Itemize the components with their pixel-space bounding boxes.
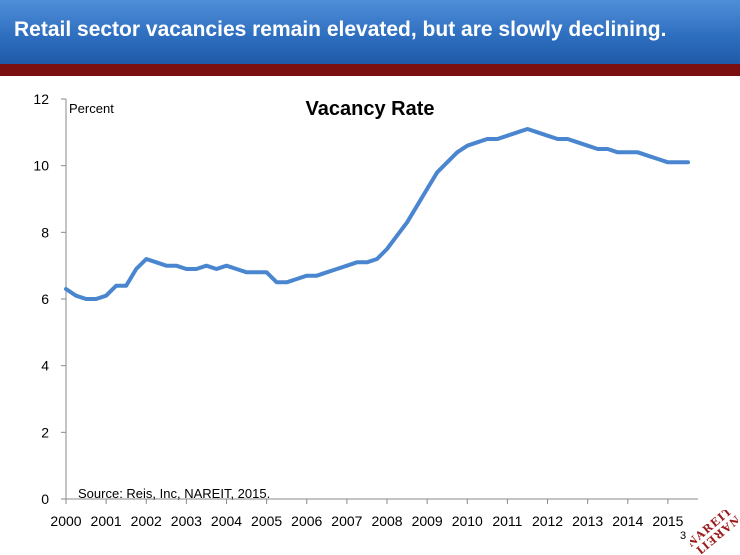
x-tick-label: 2009 xyxy=(412,513,443,529)
x-tick-label: 2008 xyxy=(371,513,402,529)
y-tick-label: 6 xyxy=(41,291,49,307)
x-tick-label: 2015 xyxy=(652,513,683,529)
x-tick-label: 2012 xyxy=(532,513,563,529)
x-tick-label: 2013 xyxy=(572,513,603,529)
x-tick-label: 2005 xyxy=(251,513,282,529)
header-band xyxy=(0,64,740,76)
chart-title: Vacancy Rate xyxy=(305,98,435,120)
x-tick-label: 2004 xyxy=(211,513,242,529)
x-tick-label: 2011 xyxy=(492,513,522,529)
y-tick-label: 12 xyxy=(33,91,49,107)
x-tick-label: 2000 xyxy=(50,513,81,529)
x-tick-label: 2010 xyxy=(452,513,483,529)
y-tick-label: 2 xyxy=(41,424,49,440)
y-tick-label: 10 xyxy=(33,158,49,174)
x-tick-label: 2014 xyxy=(612,513,643,529)
y-tick-label: 4 xyxy=(41,358,49,374)
y-tick-label: 0 xyxy=(41,491,49,507)
slide-header: Retail sector vacancies remain elevated,… xyxy=(0,0,740,64)
x-tick-label: 2003 xyxy=(171,513,202,529)
source-note: Source: Reis, Inc, NAREIT, 2015. xyxy=(78,486,271,501)
y-tick-label: 8 xyxy=(41,224,49,240)
x-tick-label: 2002 xyxy=(131,513,162,529)
x-tick-label: 2007 xyxy=(331,513,362,529)
slide-title: Retail sector vacancies remain elevated,… xyxy=(14,18,667,41)
chart-title-wrap: Vacancy Rate xyxy=(0,98,740,121)
y-axis-label: Percent xyxy=(69,101,114,116)
vacancy-rate-line xyxy=(64,127,690,301)
x-tick-label: 2001 xyxy=(91,513,122,529)
x-tick-label: 2006 xyxy=(291,513,322,529)
nareit-logo: NAREIT NAREIT xyxy=(690,510,738,554)
page-number: 3 xyxy=(680,530,687,542)
